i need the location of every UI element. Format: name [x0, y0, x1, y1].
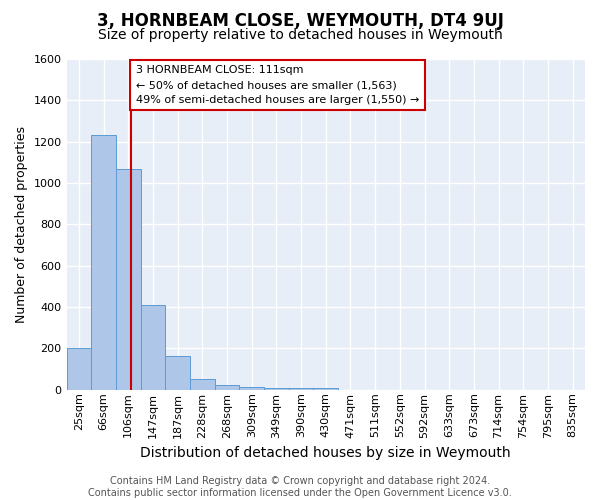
Bar [116, 168, 140, 390]
Bar [215, 384, 239, 390]
Bar [313, 388, 338, 390]
X-axis label: Distribution of detached houses by size in Weymouth: Distribution of detached houses by size … [140, 446, 511, 460]
Bar [67, 348, 91, 390]
Bar [140, 305, 165, 390]
Bar [289, 388, 313, 390]
Text: 3 HORNBEAM CLOSE: 111sqm
← 50% of detached houses are smaller (1,563)
49% of sem: 3 HORNBEAM CLOSE: 111sqm ← 50% of detach… [136, 65, 419, 105]
Y-axis label: Number of detached properties: Number of detached properties [15, 126, 28, 323]
Bar [190, 380, 215, 390]
Text: 3, HORNBEAM CLOSE, WEYMOUTH, DT4 9UJ: 3, HORNBEAM CLOSE, WEYMOUTH, DT4 9UJ [97, 12, 503, 30]
Bar [91, 136, 116, 390]
Text: Size of property relative to detached houses in Weymouth: Size of property relative to detached ho… [98, 28, 502, 42]
Text: Contains HM Land Registry data © Crown copyright and database right 2024.
Contai: Contains HM Land Registry data © Crown c… [88, 476, 512, 498]
Bar [264, 388, 289, 390]
Bar [239, 386, 264, 390]
Bar [165, 356, 190, 390]
